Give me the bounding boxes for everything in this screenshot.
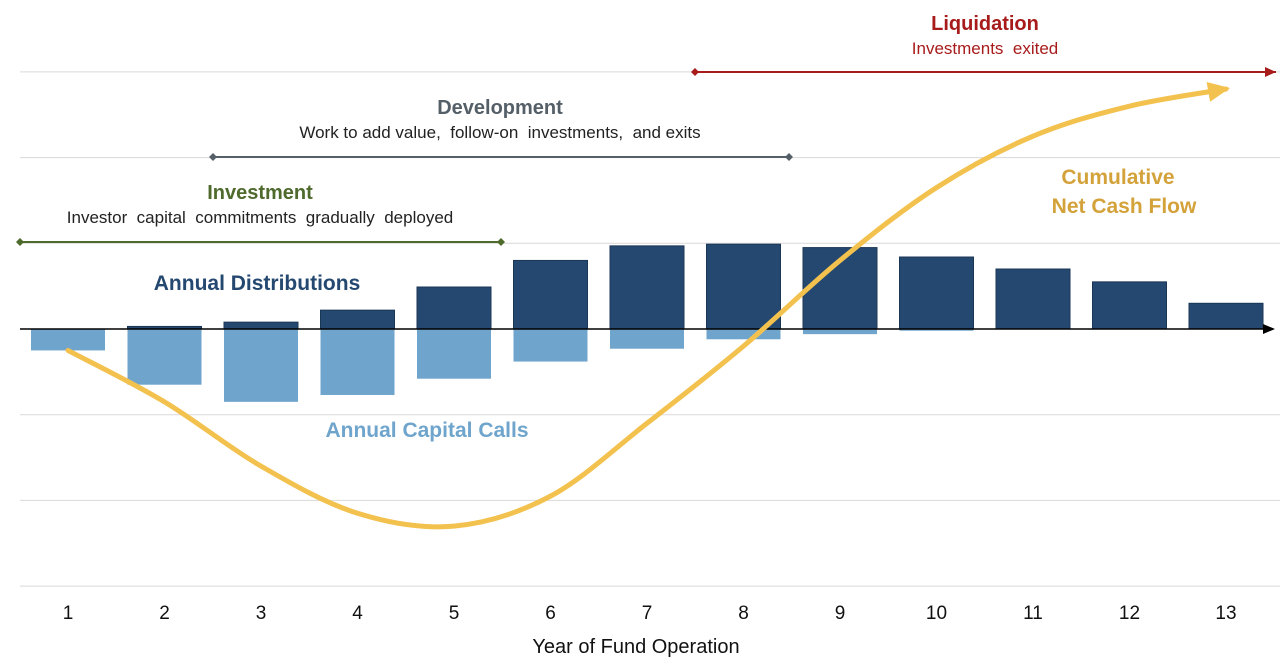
- distribution-bar-5: [416, 286, 492, 330]
- development-phase-subtitle: Work to add value, follow-on investments…: [299, 123, 700, 142]
- cumulative-net-cash-flow-line: [65, 86, 1229, 530]
- distribution-bar-10: [899, 256, 974, 330]
- investment-phase-start-marker: [16, 238, 24, 246]
- x-tick-label-12: 12: [1119, 603, 1140, 624]
- x-tick-label-5: 5: [449, 603, 460, 624]
- x-tick-label-8: 8: [738, 603, 749, 624]
- x-tick-label-6: 6: [545, 603, 556, 624]
- capital-call-bar-7: [610, 329, 684, 349]
- distribution-bar-4: [320, 309, 395, 330]
- x-tick-label-4: 4: [352, 603, 363, 624]
- distribution-bar-13: [1188, 302, 1264, 330]
- capital-call-bar-4: [320, 329, 395, 395]
- liquidation-phase-subtitle: Investments exited: [912, 39, 1058, 58]
- cumulative-label-line1: Cumulative: [1061, 166, 1174, 189]
- distribution-bar-3: [223, 321, 299, 330]
- capital-call-bar-2: [127, 329, 202, 385]
- x-tick-label-10: 10: [926, 603, 947, 624]
- capital-call-bar-8: [706, 329, 781, 340]
- development-phase-start-marker: [209, 153, 217, 161]
- cumulative-label-line2: Net Cash Flow: [1052, 195, 1197, 218]
- distribution-bar-12: [1092, 281, 1167, 330]
- capital-call-bar-1: [31, 329, 105, 351]
- x-tick-label-1: 1: [63, 603, 74, 624]
- capital-call-bar-6: [513, 329, 588, 362]
- liquidation-phase-start-marker: [691, 68, 699, 76]
- investment-phase-title: Investment: [207, 182, 313, 204]
- capital-call-bar-10: [899, 329, 974, 331]
- liquidation-phase-end-arrow: [1265, 67, 1276, 77]
- liquidation-phase-title: Liquidation: [931, 13, 1039, 35]
- capital-call-bar-3: [224, 329, 298, 402]
- investment-phase-end-marker: [497, 238, 505, 246]
- investment-phase-subtitle: Investor capital commitments gradually d…: [67, 208, 453, 227]
- distribution-bar-7: [609, 245, 685, 330]
- x-tick-label-3: 3: [256, 603, 267, 624]
- capital-call-bar-9: [803, 329, 877, 335]
- x-tick-label-7: 7: [642, 603, 653, 624]
- x-tick-label-11: 11: [1023, 603, 1043, 624]
- capital-calls-label: Annual Capital Calls: [325, 419, 528, 442]
- development-phase-title: Development: [437, 97, 563, 119]
- capital-call-bar-5: [417, 329, 491, 379]
- x-axis-title: Year of Fund Operation: [532, 636, 739, 658]
- distribution-bar-6: [513, 259, 588, 330]
- cumulative-arrowhead: [1206, 82, 1230, 102]
- x-axis-arrowhead: [1263, 324, 1275, 334]
- development-phase-end-marker: [785, 153, 793, 161]
- distributions-label: Annual Distributions: [154, 272, 361, 295]
- distribution-bar-11: [995, 268, 1071, 330]
- x-tick-label-9: 9: [835, 603, 846, 624]
- x-tick-label-2: 2: [159, 603, 170, 624]
- x-tick-label-13: 13: [1215, 603, 1236, 624]
- distribution-bar-8: [706, 243, 781, 330]
